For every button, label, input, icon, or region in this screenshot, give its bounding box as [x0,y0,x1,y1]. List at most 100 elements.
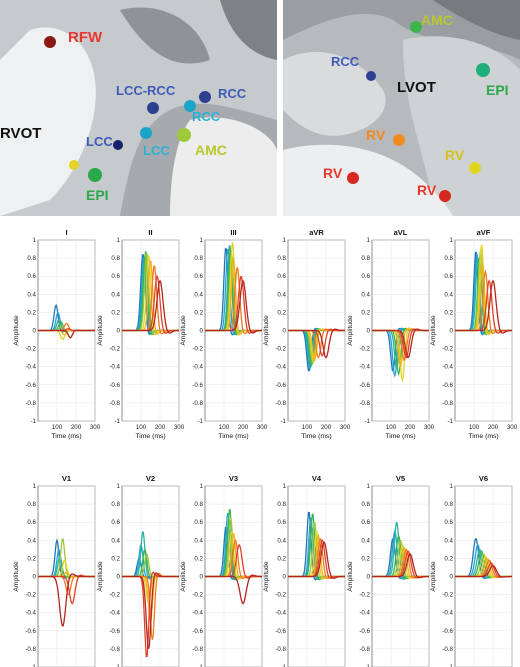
y-tick-label: -0.8 [442,646,453,653]
y-tick-label: 0.4 [277,537,286,544]
x-axis-label: Time (ms) [301,433,331,440]
y-tick-label: 1 [450,237,454,244]
y-tick-label: -0.8 [25,400,36,407]
marker-dot [140,127,152,139]
y-tick-label: 0.4 [111,537,120,544]
lead-title: V1 [62,474,71,483]
y-tick-label: -1 [280,418,286,425]
marker-dot [177,128,191,142]
lead-plot-i: -1 -0.8 -0.6 -0.4 -0.2 0 0.2 0.4 0.6 0.8 1 100 200 30… [13,228,101,440]
lead-plot-v6: -1-0.8-0.6-0.4-0.200.20.40.60.8110020030… [430,474,513,667]
y-tick-label: -1 [114,418,120,425]
marker-dot [439,190,451,202]
y-tick-label: 0.4 [27,291,36,298]
ecg-trace [372,553,429,579]
ecg-trace [288,541,345,579]
x-tick-label: 100 [52,424,63,431]
label-rcc-blue: RCC [218,86,247,101]
label-rv-red-1: RV [323,165,343,181]
y-tick-label: 0.2 [111,309,120,316]
lead-title: V4 [312,474,322,483]
y-tick-label: 0.8 [111,255,120,262]
y-tick-label: -1 [364,664,370,667]
ecg-trace [38,573,95,627]
y-axis-label: Amplitude [180,315,187,345]
y-tick-label: -0.2 [275,346,286,353]
y-tick-label: -1 [447,664,453,667]
y-tick-label: 1 [283,237,287,244]
y-tick-label: 0.8 [194,255,203,262]
y-tick-label: -0.4 [109,610,120,617]
lead-title: V6 [479,474,488,483]
y-tick-label: 0.2 [194,555,203,562]
y-tick-label: -0.6 [442,628,453,635]
y-tick-label: -1 [364,418,370,425]
y-tick-label: 0 [33,328,37,335]
y-tick-label: 0.6 [361,519,370,526]
y-tick-label: 0.2 [111,555,120,562]
y-axis-label: Amplitude [13,315,20,345]
y-tick-label: 1 [33,237,37,244]
lead-plot-v4: -1-0.8-0.6-0.4-0.200.20.40.60.8110020030… [263,474,346,667]
y-tick-label: 0.8 [194,501,203,508]
y-tick-label: 0.2 [277,555,286,562]
lead-plot-v2: -1-0.8-0.6-0.4-0.200.20.40.60.8110020030… [97,474,180,667]
y-tick-label: -0.8 [192,400,203,407]
x-tick-label: 200 [155,424,166,431]
y-tick-label: 0 [200,328,204,335]
y-tick-label: 0.2 [444,309,453,316]
y-axis-label: Amplitude [97,315,104,345]
ecg-trace [205,574,262,605]
y-tick-label: 0.4 [194,291,203,298]
x-axis-label: Time (ms) [51,433,81,440]
y-tick-label: 1 [117,237,121,244]
y-tick-label: -0.8 [359,646,370,653]
y-tick-label: 0.6 [361,273,370,280]
y-tick-label: 0 [367,574,371,581]
y-tick-label: 0 [283,574,287,581]
y-tick-label: -0.4 [109,364,120,371]
y-tick-label: 1 [200,483,204,490]
y-tick-label: -0.8 [442,400,453,407]
y-tick-label: -0.4 [359,364,370,371]
y-axis-label: Amplitude [347,315,354,345]
y-tick-label: -0.6 [359,628,370,635]
x-tick-label: 100 [136,424,147,431]
y-tick-label: 0.4 [361,291,370,298]
y-tick-label: 0.4 [444,291,453,298]
y-tick-label: 0.4 [444,537,453,544]
y-tick-label: 0.2 [277,309,286,316]
y-tick-label: 0.2 [27,309,36,316]
label-rv-yellow: RV [445,147,465,163]
y-tick-label: -1 [197,664,203,667]
lead-plot-iii: -1 -0.8 -0.6 -0.4 -0.2 0 0.2 0.4 0.6 0.8 1 100 200 30… [180,228,268,440]
y-tick-label: -0.8 [25,646,36,653]
lead-title: I [65,228,67,237]
y-axis-label: Amplitude [263,561,270,591]
y-tick-label: 0.4 [361,537,370,544]
lead-plot-ii: -1 -0.8 -0.6 -0.4 -0.2 0 0.2 0.4 0.6 0.8 1 100 200 30… [97,228,185,440]
y-tick-label: -0.2 [359,346,370,353]
y-axis-label: Amplitude [347,561,354,591]
ecg-trace [122,572,179,649]
x-tick-label: 300 [507,424,518,431]
y-tick-label: 1 [33,483,37,490]
y-tick-label: 0.6 [277,519,286,526]
y-tick-label: -0.6 [192,382,203,389]
y-axis-label: Amplitude [97,561,104,591]
y-tick-label: -0.8 [192,646,203,653]
marker-dot [199,91,211,103]
marker-dot [393,134,405,146]
y-tick-label: 1 [367,483,371,490]
y-tick-label: 0.8 [27,501,36,508]
y-tick-label: 0.4 [277,291,286,298]
marker-dot [184,100,196,112]
ecg-trace [455,565,512,578]
label-rv-orange: RV [366,127,386,143]
y-tick-label: 0.8 [444,255,453,262]
y-tick-label: 0 [450,574,454,581]
y-tick-label: -0.2 [109,346,120,353]
x-tick-label: 100 [302,424,313,431]
y-tick-label: 0.6 [27,273,36,280]
